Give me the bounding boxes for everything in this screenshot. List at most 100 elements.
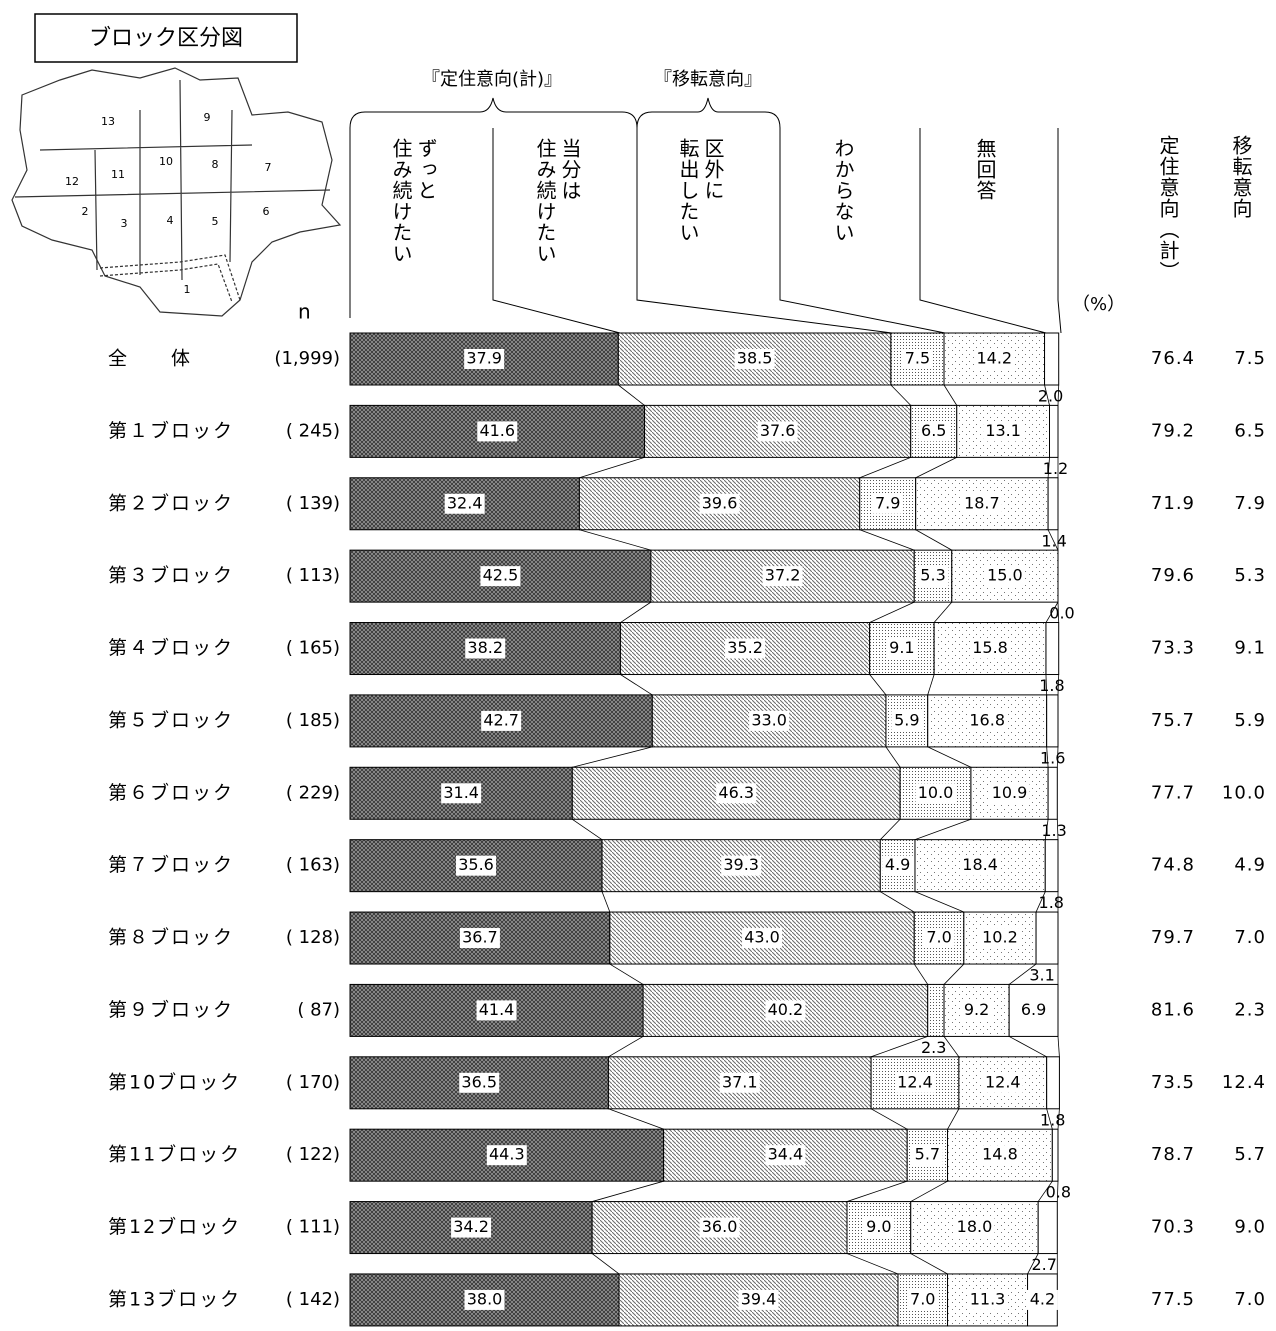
- bar-segment: [1037, 1201, 1058, 1255]
- connector-line: [915, 457, 957, 479]
- label-bg: [917, 566, 949, 587]
- value-label: 42.5: [483, 566, 519, 585]
- label-bg: [464, 349, 505, 369]
- value-label: 1.4: [1041, 531, 1066, 550]
- label-bg: [464, 1289, 505, 1310]
- group-label: 『定住意向(計)』: [422, 69, 562, 90]
- label-bg: [762, 566, 803, 587]
- connector-line: [601, 891, 611, 913]
- label-bg: [882, 855, 914, 876]
- value-label: 42.7: [483, 710, 519, 729]
- n-label: ( 139): [286, 493, 340, 514]
- category-label: 第４ブロック: [108, 636, 234, 659]
- summary-header: 定住意向（計）: [1156, 135, 1180, 282]
- unit-label: （%）: [1072, 294, 1125, 315]
- connector-line: [880, 891, 915, 913]
- n-label: ( 142): [286, 1289, 340, 1310]
- value-label: 31.4: [443, 783, 479, 802]
- label-bg: [480, 566, 521, 587]
- summary-value: 70.3: [1151, 1217, 1195, 1238]
- connector-line: [846, 1180, 908, 1202]
- value-label: 5.9: [894, 710, 919, 729]
- connector-line: [885, 746, 901, 768]
- bar-segment: [927, 983, 945, 1037]
- value-label: 4.2: [1030, 1289, 1055, 1308]
- category-label: 第13ブロック: [108, 1287, 241, 1310]
- n-label: ( 113): [286, 565, 340, 586]
- label-bg: [863, 1217, 895, 1238]
- map-label: 8: [212, 158, 219, 171]
- legend-entry: ずっと 住み続けたい: [389, 138, 438, 264]
- label-bg: [699, 493, 740, 514]
- value-label: 35.6: [458, 855, 494, 874]
- value-label: 1.3: [1041, 821, 1066, 840]
- summary-value: 73.3: [1151, 638, 1195, 659]
- value-label: 2.7: [1031, 1255, 1056, 1274]
- value-label: 1.8: [1040, 1110, 1065, 1129]
- summary-value: 9.0: [1234, 1217, 1266, 1238]
- category-label: 全 体: [108, 348, 192, 370]
- label-bg: [465, 638, 506, 659]
- n-label: ( 170): [286, 1072, 340, 1093]
- connector-line: [591, 1253, 620, 1275]
- value-label: 0.0: [1049, 604, 1074, 623]
- label-bg: [476, 1000, 517, 1021]
- value-label: 9.2: [964, 1000, 989, 1019]
- connector-line: [859, 529, 915, 551]
- label-bg: [765, 1000, 806, 1021]
- category-label: 第６ブロック: [108, 781, 234, 804]
- n-label: ( 245): [286, 420, 340, 441]
- value-label: 18.4: [962, 855, 998, 874]
- summary-value: 77.7: [1151, 782, 1195, 803]
- value-label: 32.4: [447, 493, 483, 512]
- category-label: 第８ブロック: [108, 926, 234, 949]
- summary-value: 74.8: [1151, 855, 1195, 876]
- summary-value: 7.5: [1234, 348, 1266, 369]
- label-bg: [984, 566, 1025, 587]
- label-bg: [456, 855, 497, 876]
- bar-segment: [1047, 477, 1059, 531]
- group-label: 『移転意向』: [654, 69, 762, 90]
- label-bg: [486, 1145, 527, 1166]
- label-bg: [459, 1072, 500, 1093]
- n-header: n: [298, 300, 311, 324]
- label-bg: [982, 1072, 1023, 1093]
- legend-entry: 区外に 転出したい: [676, 138, 725, 243]
- label-bg: [954, 1217, 995, 1238]
- value-label: 43.0: [744, 928, 780, 947]
- connector-line: [943, 963, 965, 985]
- summary-value: 5.7: [1234, 1144, 1266, 1165]
- connector-line: [1057, 674, 1060, 695]
- legend-entry: わからない: [831, 138, 855, 243]
- label-bg: [451, 1217, 492, 1238]
- value-label: 37.6: [760, 421, 796, 440]
- n-label: (1,999): [274, 348, 340, 369]
- map-title-box: [34, 13, 298, 63]
- bar-segment: [1044, 332, 1060, 386]
- value-label: 46.3: [718, 783, 754, 802]
- legend-entry: 当分は 住み続けたい: [533, 138, 582, 264]
- value-label: 41.4: [479, 1000, 515, 1019]
- summary-value: 78.7: [1151, 1144, 1195, 1165]
- connector-line: [1044, 819, 1049, 840]
- value-label: 15.8: [972, 638, 1008, 657]
- n-label: ( 128): [286, 927, 340, 948]
- connector-line: [1057, 1036, 1060, 1057]
- map-label: 13: [101, 115, 115, 128]
- map-label: 2: [82, 205, 89, 218]
- value-label: 38.5: [737, 349, 773, 368]
- category-label: 第２ブロック: [108, 491, 234, 514]
- connector-line: [947, 1108, 960, 1130]
- connector-line: [1046, 746, 1049, 768]
- connector-line: [572, 746, 653, 768]
- map-label: 1: [184, 283, 191, 296]
- connector-line: [608, 1036, 644, 1058]
- connector-line: [870, 1036, 928, 1058]
- connector-line: [620, 674, 653, 696]
- connector-line: [592, 1180, 664, 1202]
- connector-line: [1046, 1108, 1053, 1130]
- n-label: ( 87): [297, 999, 340, 1020]
- value-label: 1.6: [1040, 748, 1065, 767]
- n-label: ( 229): [286, 782, 340, 803]
- value-label: 39.6: [702, 493, 738, 512]
